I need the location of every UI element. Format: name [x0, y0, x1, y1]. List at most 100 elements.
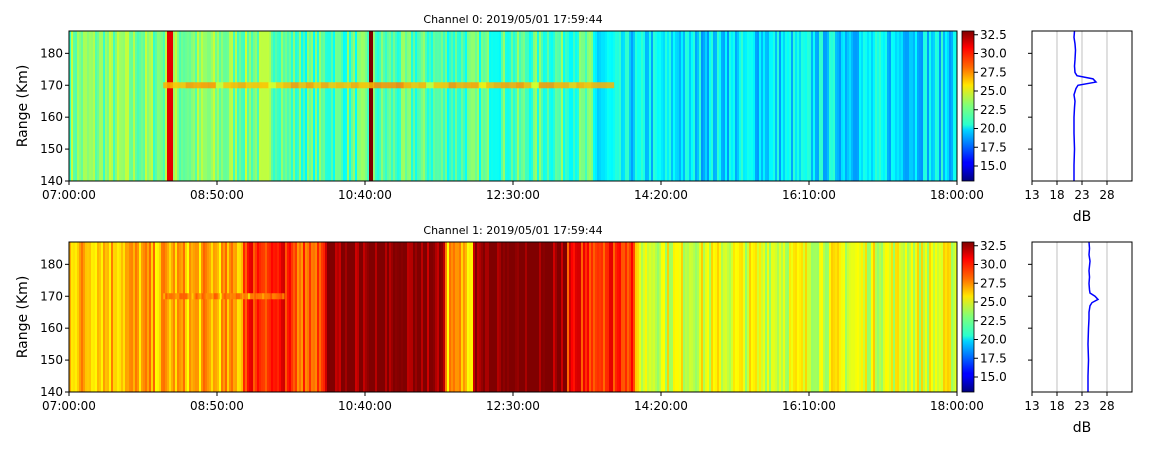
heatmap-column — [221, 31, 224, 181]
echo-layer-segment — [388, 82, 397, 89]
heatmap-column — [783, 31, 786, 181]
heatmap-column — [711, 31, 714, 181]
heatmap-column — [331, 242, 334, 392]
heatmap-column — [215, 242, 218, 392]
echo-layer-segment — [283, 82, 292, 89]
echo-layer-segment — [576, 82, 585, 89]
heatmap-column — [655, 31, 658, 181]
heatmap-column — [195, 242, 198, 392]
heatmap-column — [887, 31, 890, 181]
heatmap-column — [621, 242, 624, 392]
echo-layer-segment — [260, 293, 263, 300]
heatmap-column — [457, 31, 460, 181]
heatmap-column — [525, 242, 528, 392]
heatmap-column — [183, 31, 186, 181]
heatmap-column — [581, 242, 584, 392]
heatmap-column — [949, 31, 952, 181]
heatmap-column — [263, 242, 266, 392]
echo-layer-segment — [403, 82, 412, 89]
heatmap-column — [381, 31, 384, 181]
echo-layer-segment — [335, 82, 344, 89]
heatmap-column — [623, 31, 626, 181]
heatmap-column — [219, 242, 222, 392]
echo-layer-segment — [264, 293, 267, 300]
heatmap-column — [619, 242, 622, 392]
heatmap-column — [503, 242, 506, 392]
heatmap-column — [155, 31, 158, 181]
heatmap-column — [411, 31, 414, 181]
echo-layer-segment — [215, 82, 224, 89]
echo-layer-segment — [163, 293, 166, 300]
heatmap-column — [841, 31, 844, 181]
heatmap-column — [493, 242, 496, 392]
heatmap-column — [539, 242, 542, 392]
heatmap-column — [215, 31, 218, 181]
heatmap-column — [927, 242, 930, 392]
heatmap-column — [375, 31, 378, 181]
heatmap-column — [319, 242, 322, 392]
heatmap-column — [855, 31, 858, 181]
echo-layer-segment — [456, 82, 464, 89]
heatmap-column — [609, 242, 612, 392]
heatmap-column — [303, 31, 306, 181]
colorbar-0: 15.0 17.5 20.0 22.5 25.0 27.5 30.0 32.5 — [961, 28, 1007, 182]
heatmap-column — [449, 31, 452, 181]
heatmap-column — [777, 242, 780, 392]
heatmap-column — [929, 242, 932, 392]
heatmap-column — [347, 31, 350, 181]
heatmap-column — [903, 242, 906, 392]
heatmap-column — [177, 242, 180, 392]
heatmap-column — [343, 242, 346, 392]
heatmap-column — [627, 31, 630, 181]
heatmap-column — [609, 31, 612, 181]
heatmap-column — [129, 242, 132, 392]
heatmap-column — [787, 31, 790, 181]
heatmap-column — [739, 31, 742, 181]
heatmap-column — [863, 242, 866, 392]
echo-layer-segment — [418, 82, 427, 89]
heatmap-column — [873, 31, 876, 181]
heatmap-column — [283, 31, 286, 181]
heatmap-column — [577, 31, 580, 181]
x-tick-label: 28 — [1099, 399, 1114, 413]
heatmap-column — [929, 31, 932, 181]
heatmap-column — [255, 242, 258, 392]
heatmap-column — [571, 242, 574, 392]
heatmap-column — [595, 31, 598, 181]
echo-layer-segment — [191, 293, 194, 300]
heatmap-column — [495, 31, 498, 181]
heatmap-column — [451, 242, 454, 392]
heatmap-column — [701, 31, 704, 181]
heatmap-column — [907, 242, 910, 392]
heatmap-column — [209, 242, 212, 392]
x-tick-label: 16:10:00 — [782, 188, 836, 202]
heatmap-column — [683, 242, 686, 392]
heatmap-column — [755, 242, 758, 392]
heatmap-column — [233, 242, 236, 392]
heatmap-column — [341, 242, 344, 392]
heatmap-column — [167, 242, 170, 392]
heatmap-1 — [69, 242, 958, 392]
heatmap-column — [193, 242, 196, 392]
heatmap-column — [719, 31, 722, 181]
heatmap-column — [223, 31, 226, 181]
heatmap-column — [947, 31, 950, 181]
heatmap-column — [269, 242, 272, 392]
colorbar-tick-label: 15.0 — [980, 159, 1007, 173]
heatmap-column — [893, 242, 896, 392]
heatmap-column — [885, 242, 888, 392]
heatmap-column — [417, 31, 420, 181]
x-tick-label: 07:00:00 — [42, 399, 96, 413]
heatmap-column — [907, 31, 910, 181]
heatmap-column — [713, 242, 716, 392]
colorbar-gradient-0 — [961, 30, 975, 182]
heatmap-column — [621, 31, 624, 181]
heatmap-column — [591, 242, 594, 392]
heatmap-column — [617, 242, 620, 392]
heatmap-column — [941, 31, 944, 181]
heatmap-column — [465, 242, 468, 392]
heatmap-column — [87, 31, 90, 181]
heatmap-column — [731, 242, 734, 392]
colorbar-tick-label: 32.5 — [980, 239, 1007, 253]
heatmap-column — [113, 242, 116, 392]
